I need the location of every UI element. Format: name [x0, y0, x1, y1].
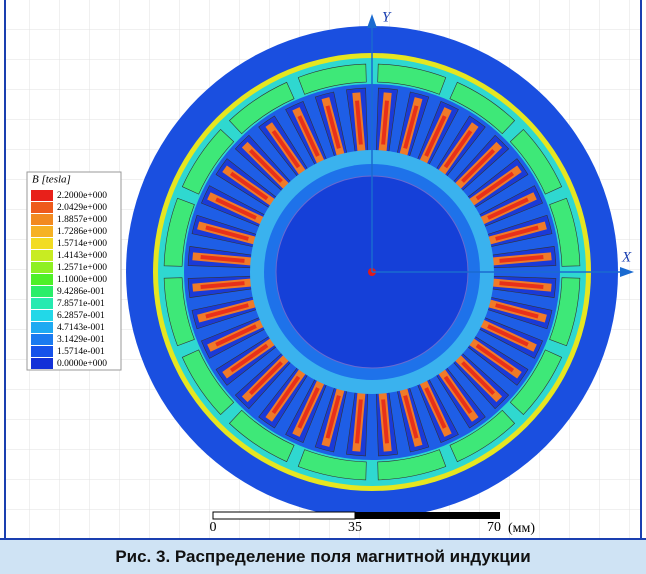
page: Y X B [tesla] 2.2000e+0002.0429e+0001.88…: [0, 0, 646, 574]
scale-bar-black: [355, 512, 500, 519]
legend-label: 4.7143e-001: [57, 323, 105, 333]
scale-bar-white: [213, 512, 355, 519]
legend-title: B [tesla]: [32, 174, 71, 186]
legend-label: 1.4143e+000: [57, 251, 107, 261]
legend-swatch: [31, 190, 53, 201]
legend-swatch: [31, 298, 53, 309]
legend-swatch: [31, 346, 53, 357]
legend-swatch: [31, 334, 53, 345]
legend-swatch: [31, 250, 53, 261]
caption: Рис. 3. Распределение поля магнитной инд…: [0, 538, 646, 574]
scale-unit: (мм): [508, 521, 535, 536]
legend-label: 1.7286e+000: [57, 227, 107, 237]
figure: Y X B [tesla] 2.2000e+0002.0429e+0001.88…: [0, 0, 646, 538]
legend-label: 3.1429e-001: [57, 335, 105, 345]
legend-swatch: [31, 322, 53, 333]
legend: B [tesla] 2.2000e+000 2.0429e+000 1.8857e+…: [27, 172, 121, 370]
legend-label: 1.1000e+000: [57, 275, 107, 285]
legend-label: 2.0429e+000: [57, 203, 107, 213]
legend-label: 9.4286e-001: [57, 287, 105, 297]
legend-label: 1.8857e+000: [57, 215, 107, 225]
legend-swatch: [31, 310, 53, 321]
legend-swatch: [31, 358, 53, 369]
legend-swatch: [31, 238, 53, 249]
legend-swatch: [31, 286, 53, 297]
legend-swatch: [31, 226, 53, 237]
scale-label: 35: [348, 520, 362, 535]
scale-label: 70: [487, 520, 501, 535]
legend-label: 0.0000e+000: [57, 359, 107, 369]
legend-swatch: [31, 202, 53, 213]
legend-label: 1.5714e+000: [57, 239, 107, 249]
legend-label: 1.5714e-001: [57, 347, 105, 357]
legend-label: 6.2857e-001: [57, 311, 105, 321]
legend-label: 7.8571e-001: [57, 299, 105, 309]
legend-swatch: [31, 274, 53, 285]
legend-swatch: [31, 214, 53, 225]
legend-label: 2.2000e+000: [57, 191, 107, 201]
x-axis-label: X: [621, 249, 632, 265]
legend-label: 1.2571e+000: [57, 263, 107, 273]
legend-swatch: [31, 262, 53, 273]
scale-label: 0: [210, 520, 217, 535]
